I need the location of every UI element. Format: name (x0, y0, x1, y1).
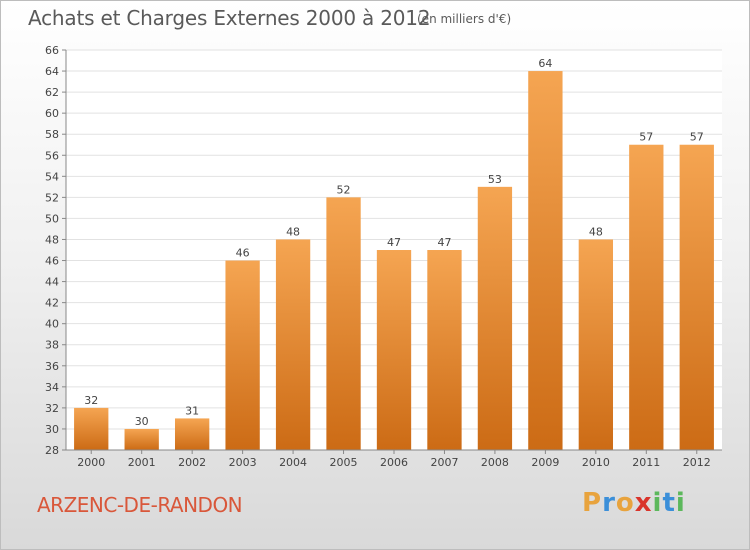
y-tick-label: 64 (45, 65, 59, 78)
bar-2005 (326, 197, 361, 450)
logo-letter: i (652, 488, 663, 518)
x-tick-label: 2002 (178, 456, 206, 469)
y-tick-label: 32 (45, 402, 59, 415)
x-axis-labels: 2000 2001 2002 2003 2004 2005 2006 2007 2008 2009… (77, 450, 711, 469)
y-tick-label: 30 (45, 423, 59, 436)
y-tick-label: 60 (45, 107, 59, 120)
x-tick-label: 2005 (330, 456, 358, 469)
bar-value-label: 48 (286, 225, 300, 238)
y-tick-label: 50 (45, 212, 59, 225)
commune-name: ARZENC-DE-RANDON (37, 493, 243, 517)
bar-value-label: 64 (538, 57, 552, 70)
y-tick-label: 58 (45, 128, 59, 141)
y-tick-label: 28 (45, 444, 59, 457)
bar-2008 (477, 186, 513, 450)
bar-2004 (275, 239, 311, 450)
x-tick-label: 2012 (683, 456, 711, 469)
x-tick-label: 2008 (481, 456, 509, 469)
bar-2012 (679, 144, 714, 450)
logo-letter: P (582, 488, 603, 518)
logo-letter: i (675, 488, 686, 518)
y-tick-label: 62 (45, 86, 59, 99)
x-tick-label: 2010 (582, 456, 610, 469)
y-tick-label: 46 (45, 255, 59, 268)
bar-value-label: 46 (236, 247, 250, 260)
y-tick-label: 42 (45, 297, 59, 310)
x-tick-label: 2003 (229, 456, 257, 469)
bar-2011 (629, 144, 664, 450)
x-tick-label: 2009 (531, 456, 559, 469)
bar-2006 (376, 250, 412, 450)
chart-title: Achats et Charges Externes 2000 à 2012 (28, 6, 431, 30)
bar-2007 (427, 250, 462, 450)
bar-2010 (578, 239, 614, 450)
logo-letter: x (634, 488, 653, 518)
bar-value-label: 47 (437, 236, 451, 249)
logo-letter: o (615, 488, 635, 518)
proxiti-logo[interactable]: Proxiti (582, 488, 686, 518)
y-tick-label: 36 (45, 360, 59, 373)
bar-2002 (174, 418, 210, 450)
bar-2000 (74, 407, 109, 450)
bar-value-label: 48 (589, 225, 603, 238)
chart-unit: (en milliers d'€) (417, 12, 512, 26)
y-tick-label: 40 (45, 318, 59, 331)
x-tick-label: 2004 (279, 456, 307, 469)
bar-value-label: 47 (387, 236, 401, 249)
y-tick-label: 48 (45, 233, 59, 246)
bar-value-label: 53 (488, 173, 502, 186)
y-tick-label: 52 (45, 191, 59, 204)
x-tick-label: 2011 (632, 456, 660, 469)
logo-letter: r (602, 488, 616, 518)
x-tick-label: 2001 (128, 456, 156, 469)
bar-value-label: 52 (337, 183, 351, 196)
y-tick-label: 38 (45, 339, 59, 352)
y-tick-label: 44 (45, 276, 59, 289)
bar-value-label: 30 (135, 415, 149, 428)
logo-letter: t (662, 488, 676, 518)
bar-value-label: 57 (690, 131, 704, 144)
y-tick-label: 54 (45, 170, 59, 183)
y-tick-label: 34 (45, 381, 59, 394)
bar-value-label: 32 (84, 394, 98, 407)
bar-2001 (124, 428, 159, 450)
bar-value-label: 57 (639, 131, 653, 144)
y-axis-labels: 28 30 32 34 36 38 40 42 44 46 48 50 52 54 56 58 60 62 64 66 (45, 44, 59, 457)
bar-2003 (225, 260, 260, 450)
x-tick-label: 2007 (430, 456, 458, 469)
y-tick-label: 66 (45, 44, 59, 57)
y-tick-label: 56 (45, 149, 59, 162)
x-tick-label: 2000 (77, 456, 105, 469)
bars: 32 30 31 46 48 52 47 47 53 64 48 57 57 (74, 57, 714, 450)
bar-2009 (528, 71, 563, 450)
x-tick-label: 2006 (380, 456, 408, 469)
bar-value-label: 31 (185, 404, 199, 417)
